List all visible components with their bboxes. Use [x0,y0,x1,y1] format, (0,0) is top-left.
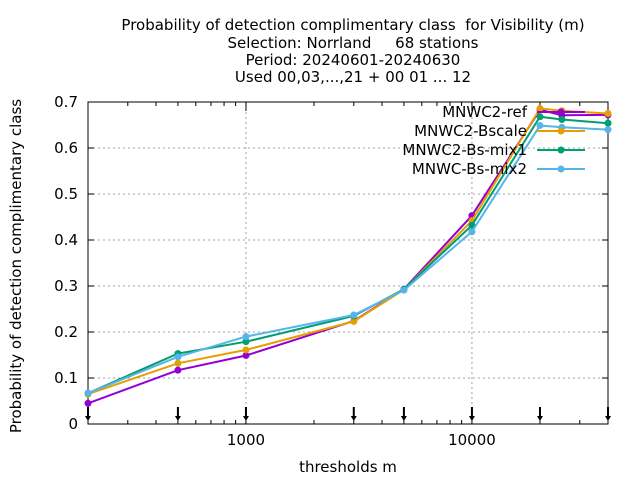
series-1-point-8 [604,110,612,117]
legend-marker-0 [557,108,565,116]
series-2-point-2 [242,338,250,346]
title-line-1: Probability of detection complimentary c… [121,16,585,34]
series-line-1 [87,107,609,396]
y-tick-label-4: 0.4 [54,231,78,249]
legend-marker-3 [557,165,565,173]
y-tick-label-0: 0 [68,415,78,433]
series-3-point-6 [536,121,544,129]
legend-marker-1 [557,127,565,135]
y-axis-label: Probability of detection complimentary c… [7,98,25,434]
threshold-arrow-3 [350,416,357,421]
threshold-arrow-6 [536,416,543,421]
plot-frame [87,101,609,425]
threshold-arrow-4 [400,416,407,421]
series-1-point-1 [174,359,182,367]
series-3-point-4 [400,286,408,294]
threshold-arrow-1 [174,416,181,421]
series-3-point-3 [350,311,358,319]
series-1-point-6 [536,104,544,112]
legend-label-1: MNWC2-Bscale [414,122,527,140]
series-1-point-3 [350,317,358,325]
title-line-3: Period: 20240601-20240630 [245,51,461,69]
legend-label-0: MNWC2-ref [442,103,527,121]
series-0-point-2 [242,351,250,359]
legend-label-3: MNWC-Bs-mix2 [412,160,527,178]
title-line-2: Selection: Norrland 68 stations [227,34,479,52]
y-tick-label-6: 0.6 [54,139,78,157]
x-axis-label: thresholds m [299,458,397,476]
y-tick-label-7: 0.7 [54,93,78,111]
threshold-arrow-7 [605,416,611,421]
threshold-arrow-2 [242,416,249,421]
threshold-arrow-0 [85,416,91,421]
series-2-point-8 [604,119,612,127]
y-tick-label-1: 0.1 [54,369,78,387]
y-tick-label-3: 0.3 [54,277,78,295]
series-2-point-5 [468,221,476,229]
y-tick-label-5: 0.5 [54,185,78,203]
x-tick-label-0: 1000 [227,431,265,449]
series-2-point-6 [536,113,544,121]
series-3-point-1 [174,353,182,361]
legend-marker-2 [557,146,565,154]
series-1-point-2 [242,346,250,354]
title-line-4: Used 00,03,...,21 + 00 01 ... 12 [234,68,472,86]
series-3-point-0 [84,389,92,397]
legend-label-2: MNWC2-Bs-mix1 [402,141,527,159]
series-0-point-1 [174,366,182,374]
series-line-2 [87,115,609,395]
series-2-point-7 [558,115,566,123]
series-3-point-8 [604,126,612,134]
series-0-point-0 [84,399,92,407]
y-tick-label-2: 0.2 [54,323,78,341]
x-tick-label-1: 10000 [448,431,496,449]
series-3-point-2 [242,333,250,341]
series-line-3 [87,124,609,395]
threshold-arrow-5 [468,416,475,421]
series-3-point-5 [468,228,476,236]
